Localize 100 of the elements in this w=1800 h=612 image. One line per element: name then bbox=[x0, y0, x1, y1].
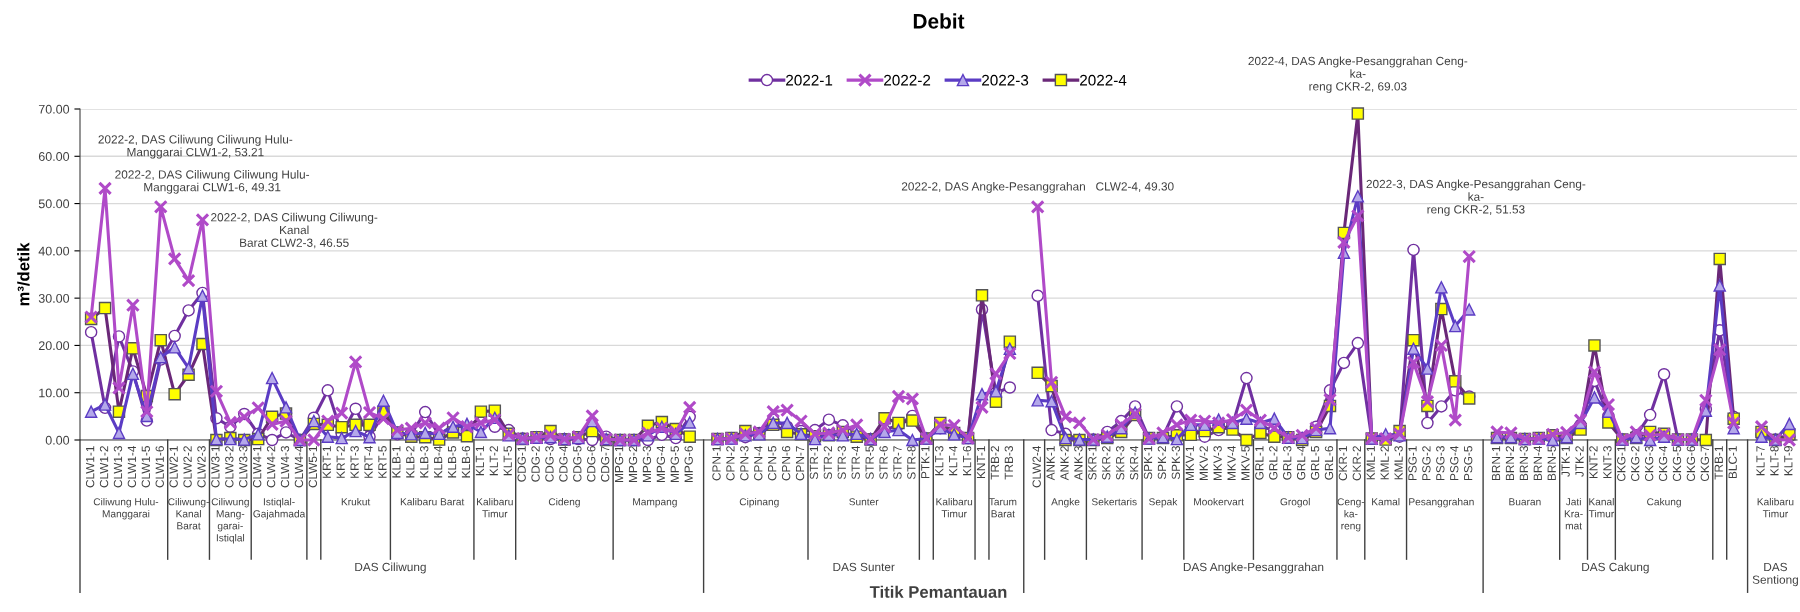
x-tick-label: CKG-1 bbox=[1617, 446, 1626, 482]
text: Sunter bbox=[849, 498, 879, 506]
x-tick-label: GRL-3 bbox=[1283, 446, 1292, 480]
y-tick-label: 30.00 bbox=[38, 293, 70, 303]
x-tick-label: MKV-3 bbox=[1213, 446, 1222, 481]
y-tick-label: 20.00 bbox=[38, 341, 70, 351]
x-tick-label: CDG-6 bbox=[587, 446, 596, 482]
x-tick-label: CDG-1 bbox=[517, 446, 526, 482]
x-tick-label: ANK-2 bbox=[1060, 446, 1069, 481]
x-tick-label: CLW2-2 bbox=[183, 446, 192, 488]
text: Sekertaris bbox=[1091, 497, 1137, 506]
x-tick-label: KLB-2 bbox=[406, 446, 415, 478]
x-tick-label: PSG-5 bbox=[1464, 446, 1473, 481]
x-tick-label: CLW1-4 bbox=[127, 445, 137, 488]
text: DAS Sentiong bbox=[1752, 562, 1798, 587]
legend-label: 2022-2 bbox=[884, 74, 931, 86]
x-tick-label: BRN-3 bbox=[1519, 446, 1529, 481]
y-tick-label: 50.00 bbox=[38, 199, 70, 209]
x-tick-label: BLC-1 bbox=[1728, 446, 1737, 479]
x-tick-label: KRT-4 bbox=[364, 445, 373, 478]
x-tick-label: BRN-4 bbox=[1533, 445, 1542, 481]
text: Angke bbox=[1051, 497, 1080, 508]
x-tick-label: KLT-5 bbox=[503, 446, 512, 476]
x-tick-label: CLW4-2 bbox=[266, 446, 276, 488]
x-tick-label: CLW2-4 bbox=[1032, 445, 1041, 488]
text: Cideng bbox=[548, 497, 580, 508]
x-tick-label: SKR-1 bbox=[1088, 446, 1097, 480]
x-tick-label: CPN-7 bbox=[795, 446, 805, 481]
text: Ciliwung Mang- garai- Istiqlal bbox=[211, 497, 249, 544]
text: Kanal Timur bbox=[1588, 497, 1615, 518]
x-tick-label: GRL-4 bbox=[1296, 445, 1306, 480]
x-tick-label: SKR-4 bbox=[1129, 445, 1139, 480]
annotation: 2022-3, DAS Angke-Pesanggrahan Ceng- ka- reng CKR-2, 51.53 bbox=[1366, 179, 1586, 216]
x-tick-label: SPK-3 bbox=[1171, 446, 1181, 480]
x-tick-label: MPG-1 bbox=[614, 446, 624, 482]
x-tick-label: CLW3-3 bbox=[239, 446, 248, 488]
x-tick-label: MPG-4 bbox=[656, 445, 666, 482]
legend-label: 2022-4 bbox=[1080, 74, 1127, 86]
x-tick-label: KNT-2 bbox=[1589, 446, 1598, 479]
x-tick-label: PSG-3 bbox=[1436, 446, 1445, 481]
x-tick-label: KLT-6 bbox=[962, 446, 972, 476]
text: Cakung bbox=[1647, 497, 1681, 508]
x-tick-label: CPN-2 bbox=[726, 446, 735, 481]
x-tick-label: GRL-5 bbox=[1310, 446, 1320, 480]
x-tick-label: BRN-5 bbox=[1547, 446, 1556, 481]
x-tick-label: CKG-5 bbox=[1672, 446, 1682, 482]
x-tick-label: KLB-1 bbox=[392, 446, 401, 478]
text: Pesanggrahan bbox=[1409, 497, 1474, 508]
x-tick-label: CLW1-2 bbox=[99, 446, 109, 488]
legend-label: 2022-1 bbox=[786, 74, 833, 86]
text: Titik Pemantauan bbox=[869, 585, 1007, 598]
x-tick-label: CPN-4 bbox=[754, 445, 763, 481]
text: Mampang bbox=[633, 498, 677, 508]
x-tick-label: CLW2-1 bbox=[169, 446, 178, 488]
x-tick-label: JTK-2 bbox=[1575, 446, 1584, 477]
text: DAS Angke-Pesanggrahan bbox=[1183, 562, 1324, 574]
x-tick-label: KRT-1 bbox=[322, 446, 331, 478]
x-tick-label: KLT-9 bbox=[1784, 446, 1793, 476]
x-tick-label: CKG-7 bbox=[1700, 446, 1709, 482]
x-tick-label: SKR-2 bbox=[1102, 446, 1111, 480]
text: Ciliwung Hulu- Manggarai bbox=[93, 497, 159, 520]
x-tick-label: PSG-1 bbox=[1408, 446, 1417, 481]
x-tick-label: KLT-1 bbox=[475, 446, 484, 476]
x-tick-label: CDG-3 bbox=[545, 446, 554, 482]
x-tick-label: KLT-8 bbox=[1770, 446, 1779, 476]
x-tick-label: MKV-5 bbox=[1241, 446, 1250, 481]
x-tick-label: CPN-6 bbox=[781, 446, 791, 481]
x-tick-label: ANK-3 bbox=[1074, 446, 1083, 481]
x-tick-label: CDG-4 bbox=[559, 445, 568, 482]
y-tick-label: 70.00 bbox=[38, 104, 70, 114]
x-tick-label: SPK-2 bbox=[1157, 446, 1167, 480]
chart-title: Debit bbox=[913, 13, 965, 29]
x-tick-label: CLW1-5 bbox=[141, 446, 150, 488]
x-tick-label: CLW4-1 bbox=[252, 446, 262, 488]
annotation: 2022-2, DAS Ciliwung Ciliwung- Kanal Barat CLW2-3, 46.55 bbox=[211, 212, 378, 249]
x-tick-label: PSG-2 bbox=[1422, 446, 1431, 481]
x-tick-label: STR-8 bbox=[907, 446, 916, 480]
x-tick-label: CLW1-1 bbox=[85, 446, 95, 488]
x-tick-label: CLW4-3 bbox=[280, 446, 290, 488]
x-tick-label: TRB-3 bbox=[1004, 446, 1014, 480]
x-tick-label: CDG-7 bbox=[600, 446, 610, 482]
text: Sepak bbox=[1149, 497, 1178, 508]
x-tick-label: CLW4-4 bbox=[294, 445, 304, 488]
x-tick-label: STR-3 bbox=[837, 446, 846, 480]
text: Mookervart bbox=[1194, 497, 1244, 506]
text: Buaran bbox=[1509, 498, 1541, 506]
x-tick-label: CLW5-1 bbox=[308, 446, 318, 488]
x-tick-label: STR-1 bbox=[809, 446, 819, 480]
x-tick-label: MKV-4 bbox=[1227, 445, 1236, 481]
x-tick-label: CPN-1 bbox=[712, 446, 721, 481]
x-tick-label: MKV-1 bbox=[1185, 446, 1194, 481]
x-tick-label: CDG-2 bbox=[531, 446, 540, 482]
text: Grogol bbox=[1280, 497, 1310, 508]
x-tick-label: KLB-4 bbox=[434, 445, 443, 478]
x-tick-label: KLB-5 bbox=[447, 446, 457, 478]
x-tick-label: CKG-4 bbox=[1658, 445, 1668, 482]
x-tick-label: CKG-3 bbox=[1644, 446, 1654, 482]
x-tick-label: KRT-2 bbox=[336, 446, 345, 478]
x-tick-label: STR-4 bbox=[851, 445, 860, 480]
text: Ciliwung- Kanal Barat bbox=[168, 497, 209, 530]
